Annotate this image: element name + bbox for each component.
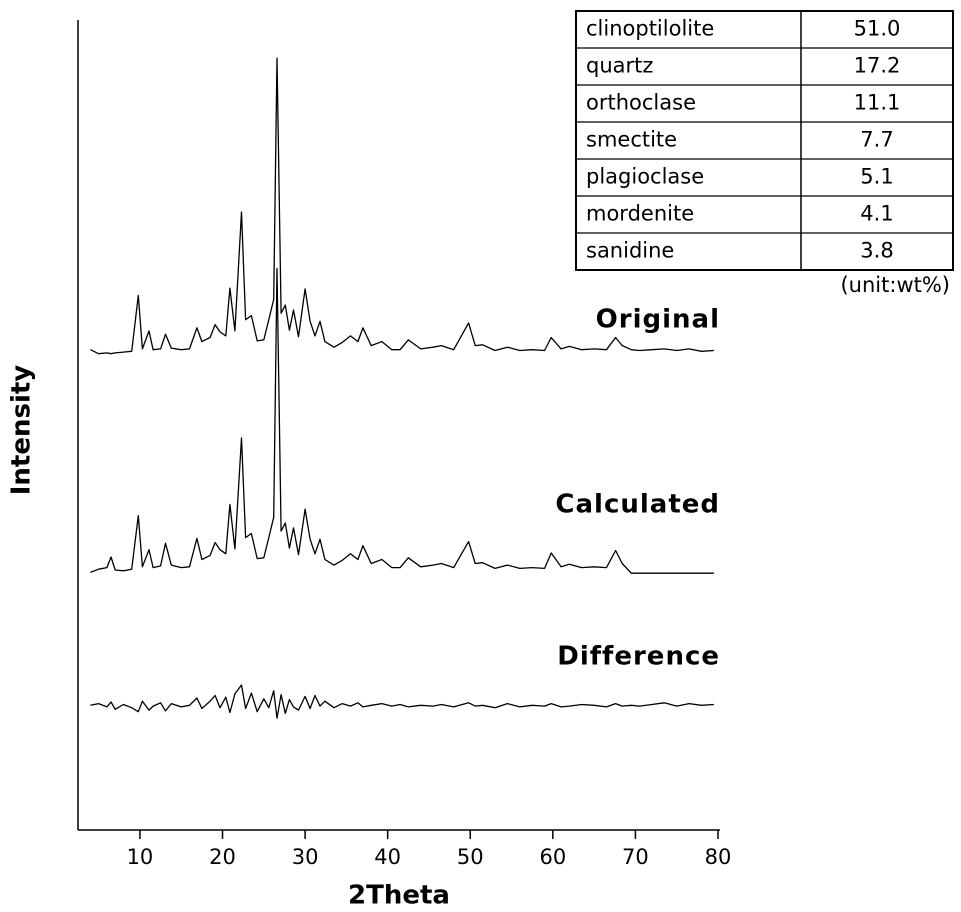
table-value: 51.0 [854, 17, 901, 41]
table-border [575, 10, 954, 271]
table-mineral: smectite [586, 128, 677, 152]
series-label: Calculated [555, 490, 720, 520]
x-tick-label: 60 [539, 845, 566, 869]
table-note: (unit:wt%) [840, 273, 950, 297]
table-mineral: quartz [586, 54, 653, 78]
table-mineral: mordenite [586, 202, 694, 226]
series-line [90, 57, 714, 355]
table-mineral: plagioclase [586, 165, 704, 189]
y-axis-title: Intensity [7, 365, 37, 496]
series-label: Difference [557, 642, 720, 672]
x-tick-label: 70 [622, 845, 649, 869]
series-label: Original [596, 305, 720, 335]
x-tick-label: 40 [374, 845, 401, 869]
table-mineral: sanidine [586, 239, 674, 263]
x-tick-label: 80 [705, 845, 732, 869]
x-tick-label: 50 [457, 845, 484, 869]
table-mineral: orthoclase [586, 91, 696, 115]
table-value: 4.1 [860, 202, 893, 226]
table-value: 3.8 [860, 239, 893, 263]
series-line [90, 684, 714, 719]
x-tick-label: 10 [127, 845, 154, 869]
x-tick-label: 30 [292, 845, 319, 869]
x-tick-label: 20 [209, 845, 236, 869]
table-mineral: clinoptilolite [586, 17, 714, 41]
table-value: 7.7 [860, 128, 893, 152]
table-value: 5.1 [860, 165, 893, 189]
series-line [90, 268, 714, 574]
table-value: 17.2 [854, 54, 901, 78]
x-axis-title: 2Theta [348, 881, 450, 911]
table-value: 11.1 [854, 91, 901, 115]
